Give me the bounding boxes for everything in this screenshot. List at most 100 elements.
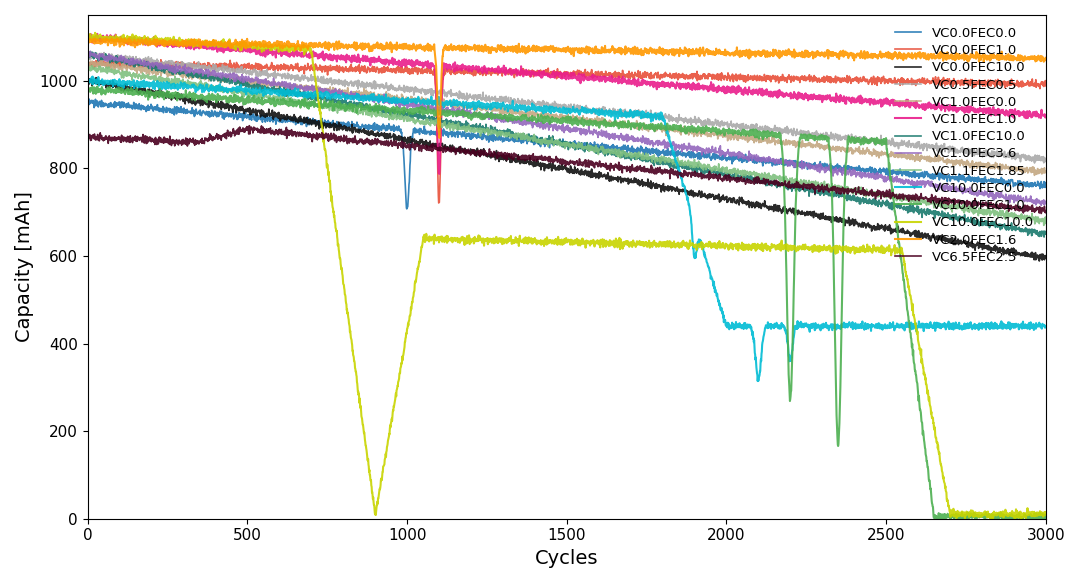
Line: VC10.0FEC10.0: VC10.0FEC10.0 <box>87 33 1045 519</box>
VC10.0FEC0.0 <box>1039 322 1052 329</box>
VC1.1FEC1.85 <box>272 97 285 104</box>
VC1.0FEC10.0 <box>400 113 413 120</box>
VC10.0FEC0.0 <box>272 92 285 99</box>
VC6.5FEC2.5 <box>400 143 413 150</box>
VC10.0FEC1.0 <box>935 515 948 522</box>
VC10.0FEC0.0 <box>663 133 676 140</box>
VC6.5FEC2.5 <box>243 122 256 129</box>
VC10.0FEC0.0 <box>752 378 765 385</box>
VC1.0FEC10.0 <box>663 162 676 169</box>
VC1.0FEC1.0 <box>91 30 104 37</box>
Line: VC1.0FEC3.6: VC1.0FEC3.6 <box>87 51 1045 205</box>
VC10.0FEC10.0 <box>997 508 1010 515</box>
VC6.5FEC2.5 <box>1035 210 1048 217</box>
VC1.0FEC3.6 <box>663 142 676 149</box>
VC0.5FEC0.5 <box>272 72 285 79</box>
VC1.0FEC10.0 <box>272 86 285 93</box>
VC2.0FEC1.6 <box>81 38 94 45</box>
VC10.0FEC0.0 <box>542 107 555 114</box>
VC1.1FEC1.85 <box>663 159 676 166</box>
VC0.5FEC0.5 <box>1039 156 1052 163</box>
Legend: VC0.0FEC0.0, VC0.0FEC1.0, VC0.0FEC10.0, VC0.5FEC0.5, VC1.0FEC0.0, VC1.0FEC1.0, V: VC0.0FEC0.0, VC0.0FEC1.0, VC0.0FEC10.0, … <box>890 22 1039 269</box>
VC6.5FEC2.5 <box>542 155 555 162</box>
Line: VC0.0FEC0.0: VC0.0FEC0.0 <box>87 99 1045 209</box>
VC1.0FEC3.6 <box>996 192 1009 199</box>
VC10.0FEC10.0 <box>89 29 102 36</box>
VC2.0FEC1.6 <box>1039 54 1052 61</box>
VC1.1FEC1.85 <box>542 143 555 150</box>
VC0.5FEC0.5 <box>996 150 1009 157</box>
VC2.0FEC1.6 <box>542 48 555 55</box>
VC2.0FEC1.6 <box>663 49 676 56</box>
VC10.0FEC1.0 <box>272 99 285 106</box>
VC1.0FEC10.0 <box>84 48 97 55</box>
VC0.5FEC0.5 <box>1028 160 1041 167</box>
VC10.0FEC1.0 <box>997 513 1010 520</box>
VC0.0FEC10.0 <box>1032 258 1045 265</box>
VC0.0FEC1.0 <box>81 59 94 66</box>
VC1.0FEC3.6 <box>542 120 555 127</box>
VC1.0FEC1.0 <box>272 48 285 55</box>
VC1.1FEC1.85 <box>996 212 1009 219</box>
VC10.0FEC10.0 <box>1039 509 1052 516</box>
VC0.0FEC0.0 <box>663 148 676 155</box>
VC1.0FEC1.0 <box>542 72 555 79</box>
VC10.0FEC10.0 <box>984 515 997 522</box>
Line: VC6.5FEC2.5: VC6.5FEC2.5 <box>87 126 1045 213</box>
VC10.0FEC0.0 <box>997 325 1010 332</box>
VC1.0FEC1.0 <box>663 81 676 88</box>
Line: VC1.0FEC0.0: VC1.0FEC0.0 <box>87 60 1045 175</box>
VC1.0FEC10.0 <box>81 49 94 56</box>
VC6.5FEC2.5 <box>272 129 285 136</box>
VC6.5FEC2.5 <box>663 168 676 175</box>
VC1.1FEC1.85 <box>1037 222 1050 229</box>
VC0.0FEC10.0 <box>463 147 476 154</box>
VC1.1FEC1.85 <box>81 63 94 70</box>
VC0.0FEC1.0 <box>400 66 413 73</box>
VC1.0FEC0.0 <box>94 57 107 64</box>
VC0.0FEC1.0 <box>272 63 285 70</box>
VC6.5FEC2.5 <box>1039 209 1052 216</box>
VC2.0FEC1.6 <box>272 38 285 45</box>
VC10.0FEC1.0 <box>400 107 413 114</box>
VC0.5FEC0.5 <box>82 48 95 55</box>
VC1.0FEC1.0 <box>81 31 94 38</box>
VC0.0FEC0.0 <box>1039 179 1052 186</box>
VC0.5FEC0.5 <box>400 83 413 90</box>
VC1.0FEC3.6 <box>400 101 413 108</box>
VC1.0FEC3.6 <box>84 48 97 55</box>
VC0.0FEC1.0 <box>432 199 445 206</box>
VC1.0FEC1.0 <box>463 63 476 70</box>
VC10.0FEC10.0 <box>272 41 285 48</box>
VC0.0FEC1.0 <box>542 69 555 76</box>
VC2.0FEC1.6 <box>463 44 476 51</box>
VC0.0FEC10.0 <box>90 74 103 81</box>
VC10.0FEC10.0 <box>542 238 555 245</box>
VC0.0FEC1.0 <box>663 72 676 79</box>
VC0.0FEC10.0 <box>542 165 555 172</box>
VC10.0FEC0.0 <box>400 97 413 104</box>
VC10.0FEC10.0 <box>400 334 413 341</box>
VC1.0FEC1.0 <box>433 170 446 177</box>
VC1.0FEC0.0 <box>663 127 676 134</box>
VC1.0FEC1.0 <box>997 106 1010 113</box>
VC1.0FEC0.0 <box>272 86 285 93</box>
VC10.0FEC1.0 <box>663 123 676 130</box>
VC0.0FEC10.0 <box>663 187 676 194</box>
VC1.0FEC10.0 <box>1039 229 1052 236</box>
VC0.5FEC0.5 <box>542 100 555 107</box>
VC1.0FEC0.0 <box>400 97 413 104</box>
VC1.0FEC0.0 <box>463 103 476 110</box>
Line: VC0.0FEC10.0: VC0.0FEC10.0 <box>87 78 1045 261</box>
Line: VC2.0FEC1.6: VC2.0FEC1.6 <box>87 38 1045 138</box>
VC0.5FEC0.5 <box>81 53 94 60</box>
VC10.0FEC1.0 <box>542 117 555 124</box>
VC0.0FEC1.0 <box>463 68 476 75</box>
VC10.0FEC1.0 <box>1039 511 1052 518</box>
VC10.0FEC0.0 <box>81 74 94 81</box>
VC1.0FEC0.0 <box>996 161 1009 168</box>
VC1.0FEC3.6 <box>1039 200 1052 207</box>
Line: VC10.0FEC0.0: VC10.0FEC0.0 <box>87 76 1045 381</box>
VC0.5FEC0.5 <box>463 92 476 99</box>
VC10.0FEC10.0 <box>81 34 94 41</box>
